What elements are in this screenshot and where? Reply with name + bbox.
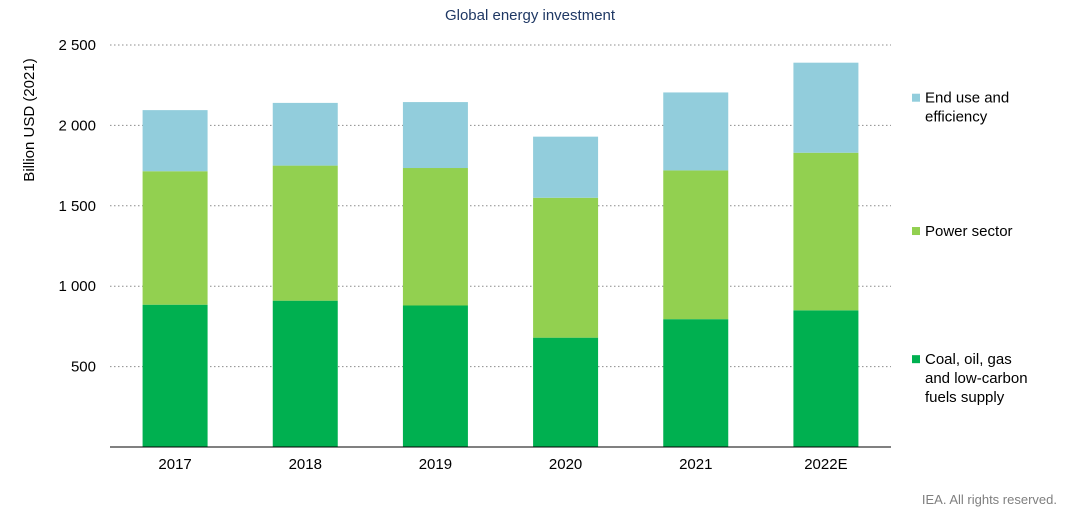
legend-swatch (912, 93, 920, 102)
x-tick-label: 2020 (549, 456, 582, 473)
legend-swatch (912, 227, 920, 236)
legend-label: efficiency (925, 109, 988, 126)
legend-label: End use and (925, 90, 1009, 107)
legend-label: Power sector (925, 223, 1013, 240)
bar-segment (793, 62, 859, 153)
x-tick-label: 2021 (679, 456, 712, 473)
x-tick-label: 2018 (289, 456, 322, 473)
bar-segment (402, 305, 468, 447)
bar-segment (272, 165, 338, 301)
bar-segment (533, 197, 599, 338)
bar-segment (402, 102, 468, 169)
bar-segment (142, 304, 208, 447)
bar-segment (533, 337, 599, 447)
bar-segment (663, 170, 729, 320)
y-axis: 500 1 000 1 500 2 000 2 500 (58, 37, 96, 376)
bar-segment (793, 152, 859, 311)
x-tick-label: 2017 (158, 456, 191, 473)
bar-segment (142, 171, 208, 305)
bar-segment (272, 102, 338, 166)
bar-segment (402, 168, 468, 306)
legend-label: fuels supply (925, 389, 1005, 406)
y-tick-label: 2 500 (58, 37, 96, 54)
bar-segment (663, 319, 729, 447)
x-tick-label: 2022E (804, 456, 847, 473)
y-tick-label: 1 500 (58, 198, 96, 215)
legend-label: and low-carbon (925, 370, 1028, 387)
bar-segment (272, 300, 338, 447)
y-axis-label: Billion USD (2021) (21, 58, 38, 181)
bar-segment (663, 92, 729, 171)
bar-segment (533, 136, 599, 198)
chart-title: Global energy investment (445, 7, 616, 24)
legend-swatch (912, 355, 920, 364)
bar-segment (142, 110, 208, 172)
credit-note: IEA. All rights reserved. (922, 492, 1057, 507)
x-axis: 2017 2018 2019 2020 2021 2022E (110, 446, 891, 473)
y-tick-label: 500 (71, 359, 96, 376)
x-tick-label: 2019 (419, 456, 452, 473)
y-tick-label: 1 000 (58, 278, 96, 295)
bars (142, 62, 859, 447)
y-tick-label: 2 000 (58, 117, 96, 134)
legend-label: Coal, oil, gas (925, 351, 1012, 368)
legend: Coal, oil, gas and low-carbon fuels supply… (912, 90, 1028, 406)
bar-segment (793, 310, 859, 447)
gridlines (110, 44, 891, 368)
